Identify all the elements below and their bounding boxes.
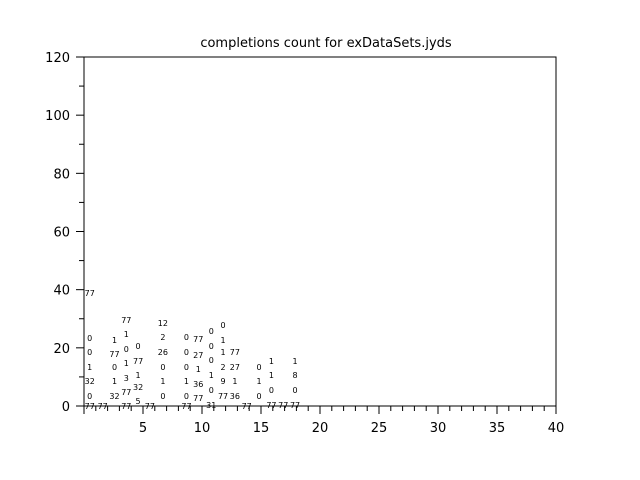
data-point-label: 77 — [193, 394, 203, 403]
y-tick-label: 0 — [62, 400, 70, 415]
y-tick-label: 100 — [45, 109, 70, 124]
data-point-label: 77 — [121, 388, 131, 397]
x-tick-label: 20 — [312, 421, 329, 436]
data-point-label: 1 — [112, 377, 117, 386]
data-point-label: 0 — [136, 342, 141, 351]
data-point-label: 1 — [87, 363, 92, 372]
data-point-label: 36 — [230, 392, 240, 401]
x-tick-label: 5 — [139, 421, 147, 436]
data-point-label: 0 — [209, 386, 214, 395]
data-point-label: 77 — [133, 357, 143, 366]
data-point-label: 1 — [209, 371, 214, 380]
data-point-label: 0 — [209, 327, 214, 336]
data-point-label: 0 — [87, 392, 92, 401]
x-tick-label: 10 — [194, 421, 211, 436]
y-tick-label: 40 — [53, 284, 70, 299]
data-point-label: 26 — [158, 348, 168, 357]
data-point-label: 2 — [221, 363, 226, 372]
data-point-label: 32 — [85, 377, 95, 386]
data-point-label: 77 — [109, 350, 119, 359]
data-point-label: 77 — [290, 401, 300, 410]
data-point-label: 0 — [184, 348, 189, 357]
data-point-label: 12 — [158, 319, 168, 328]
data-point-label: 36 — [193, 380, 203, 389]
data-point-label: 0 — [112, 363, 117, 372]
x-tick-label: 30 — [430, 421, 447, 436]
data-point-label: 1 — [124, 359, 129, 368]
data-point-label: 77 — [218, 392, 228, 401]
data-point-label: 0 — [184, 363, 189, 372]
y-tick-label: 20 — [53, 342, 70, 357]
data-point-label: 0 — [124, 345, 129, 354]
y-tick-label: 60 — [53, 226, 70, 241]
data-point-label: 0 — [87, 334, 92, 343]
x-tick-label: 15 — [253, 421, 270, 436]
data-point-label: 32 — [109, 392, 119, 401]
data-point-label: 77 — [98, 402, 108, 411]
data-point-label: 0 — [209, 356, 214, 365]
data-point-label: 1 — [196, 365, 201, 374]
data-point-label: 77 — [85, 289, 95, 298]
data-point-label: 31 — [206, 401, 216, 410]
data-point-label: 1 — [221, 348, 226, 357]
data-point-label: 77 — [145, 402, 155, 411]
data-point-label: 3 — [124, 374, 129, 383]
data-point-label: 0 — [184, 392, 189, 401]
data-point-label: 1 — [269, 371, 274, 380]
data-point-label: 0 — [209, 342, 214, 351]
data-point-label: 1 — [232, 377, 237, 386]
data-point-label: 0 — [184, 333, 189, 342]
data-point-label: 1 — [292, 357, 297, 366]
data-point-label: 27 — [193, 351, 203, 360]
data-point-label: 1 — [221, 336, 226, 345]
data-point-label: 1 — [269, 357, 274, 366]
data-point-label: 0 — [257, 363, 262, 372]
data-point-label: 77 — [181, 402, 191, 411]
data-point-label: 77 — [121, 402, 131, 411]
data-point-label: 27 — [230, 363, 240, 372]
data-point-label: 8 — [292, 371, 297, 380]
data-point-label: 77 — [230, 348, 240, 357]
data-point-label: 1 — [184, 377, 189, 386]
chart-title: completions count for exDataSets.jyds — [200, 36, 452, 51]
data-point-label: 5 — [136, 397, 141, 406]
data-point-label: 0 — [160, 392, 165, 401]
data-point-label: 77 — [193, 335, 203, 344]
x-tick-label: 40 — [548, 421, 565, 436]
plot-area — [83, 56, 557, 407]
y-tick-label: 80 — [53, 167, 70, 182]
y-tick-label: 120 — [45, 51, 70, 66]
data-point-label: 0 — [221, 321, 226, 330]
x-tick-label: 35 — [489, 421, 506, 436]
data-point-label: 77 — [121, 316, 131, 325]
data-point-label: 0 — [269, 386, 274, 395]
data-point-label: 0 — [87, 348, 92, 357]
data-point-label: 2 — [160, 333, 165, 342]
data-point-label: 0 — [257, 392, 262, 401]
data-point-label: 77 — [266, 401, 276, 410]
data-point-label: 1 — [136, 371, 141, 380]
data-point-label: 1 — [160, 377, 165, 386]
data-point-label: 0 — [292, 386, 297, 395]
data-point-label: 1 — [124, 330, 129, 339]
data-point-label: 77 — [278, 401, 288, 410]
data-point-label: 1 — [112, 336, 117, 345]
data-point-label: 1 — [257, 377, 262, 386]
data-point-label: 77 — [242, 402, 252, 411]
data-point-label: 0 — [160, 363, 165, 372]
x-tick-label: 25 — [371, 421, 388, 436]
data-point-label: 77 — [85, 402, 95, 411]
data-point-label: 32 — [133, 383, 143, 392]
data-point-label: 9 — [221, 377, 226, 386]
